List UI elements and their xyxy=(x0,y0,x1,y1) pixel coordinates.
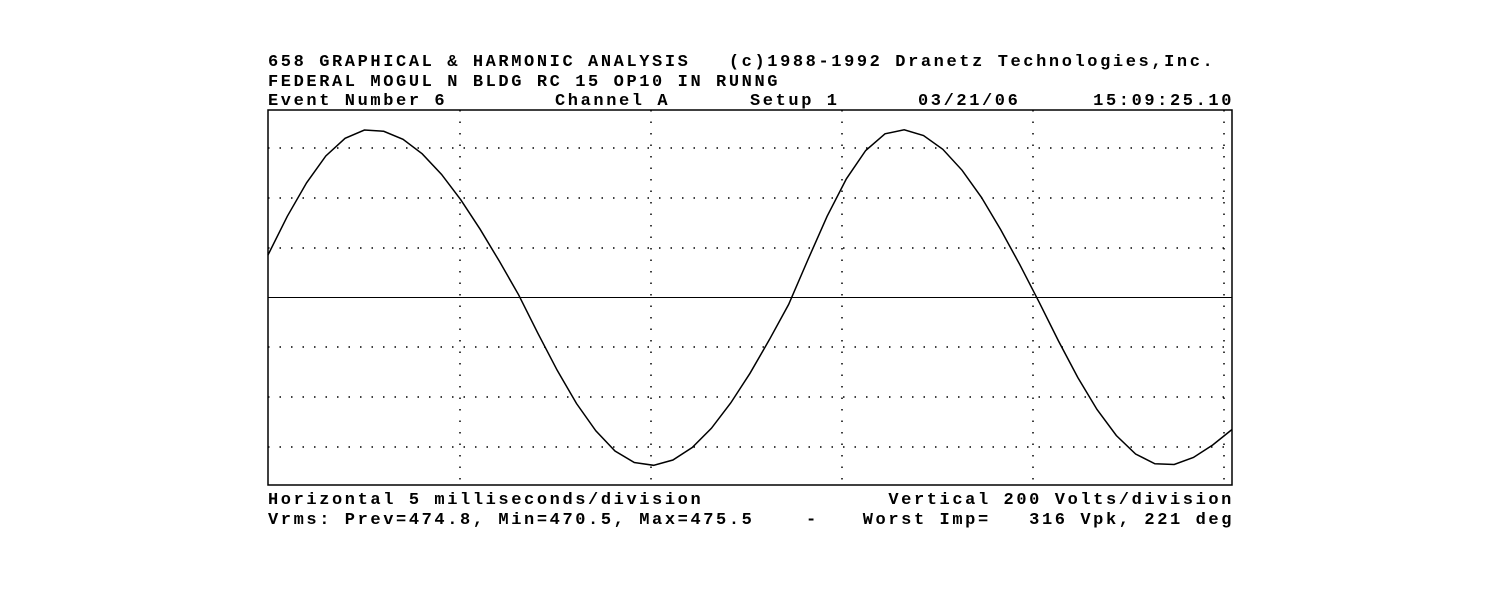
waveform xyxy=(267,129,1233,467)
title: 658 GRAPHICAL & HARMONIC ANALYSIS (c)198… xyxy=(268,53,1215,72)
date: 03/21/06 xyxy=(918,92,1020,111)
y-label: Vertical 200 Volts/division xyxy=(888,491,1234,510)
vrms: Vrms: Prev=474.8, Min=470.5, Max=475.5 xyxy=(268,511,754,530)
separator: - xyxy=(806,511,819,530)
worst-impulse: Worst Imp= 316 Vpk, 221 deg xyxy=(863,511,1234,530)
time: 15:09:25.10 xyxy=(1093,92,1234,111)
plot-frame xyxy=(267,109,1233,486)
plot-grid xyxy=(267,109,1233,486)
plot xyxy=(267,129,1233,467)
event: Event Number 6 xyxy=(268,92,447,111)
channel: Channel A xyxy=(555,92,670,111)
setup: Setup 1 xyxy=(750,92,840,111)
x-label: Horizontal 5 milliseconds/division xyxy=(268,491,703,510)
subtitle: FEDERAL MOGUL N BLDG RC 15 OP10 IN RUNNG xyxy=(268,73,780,92)
